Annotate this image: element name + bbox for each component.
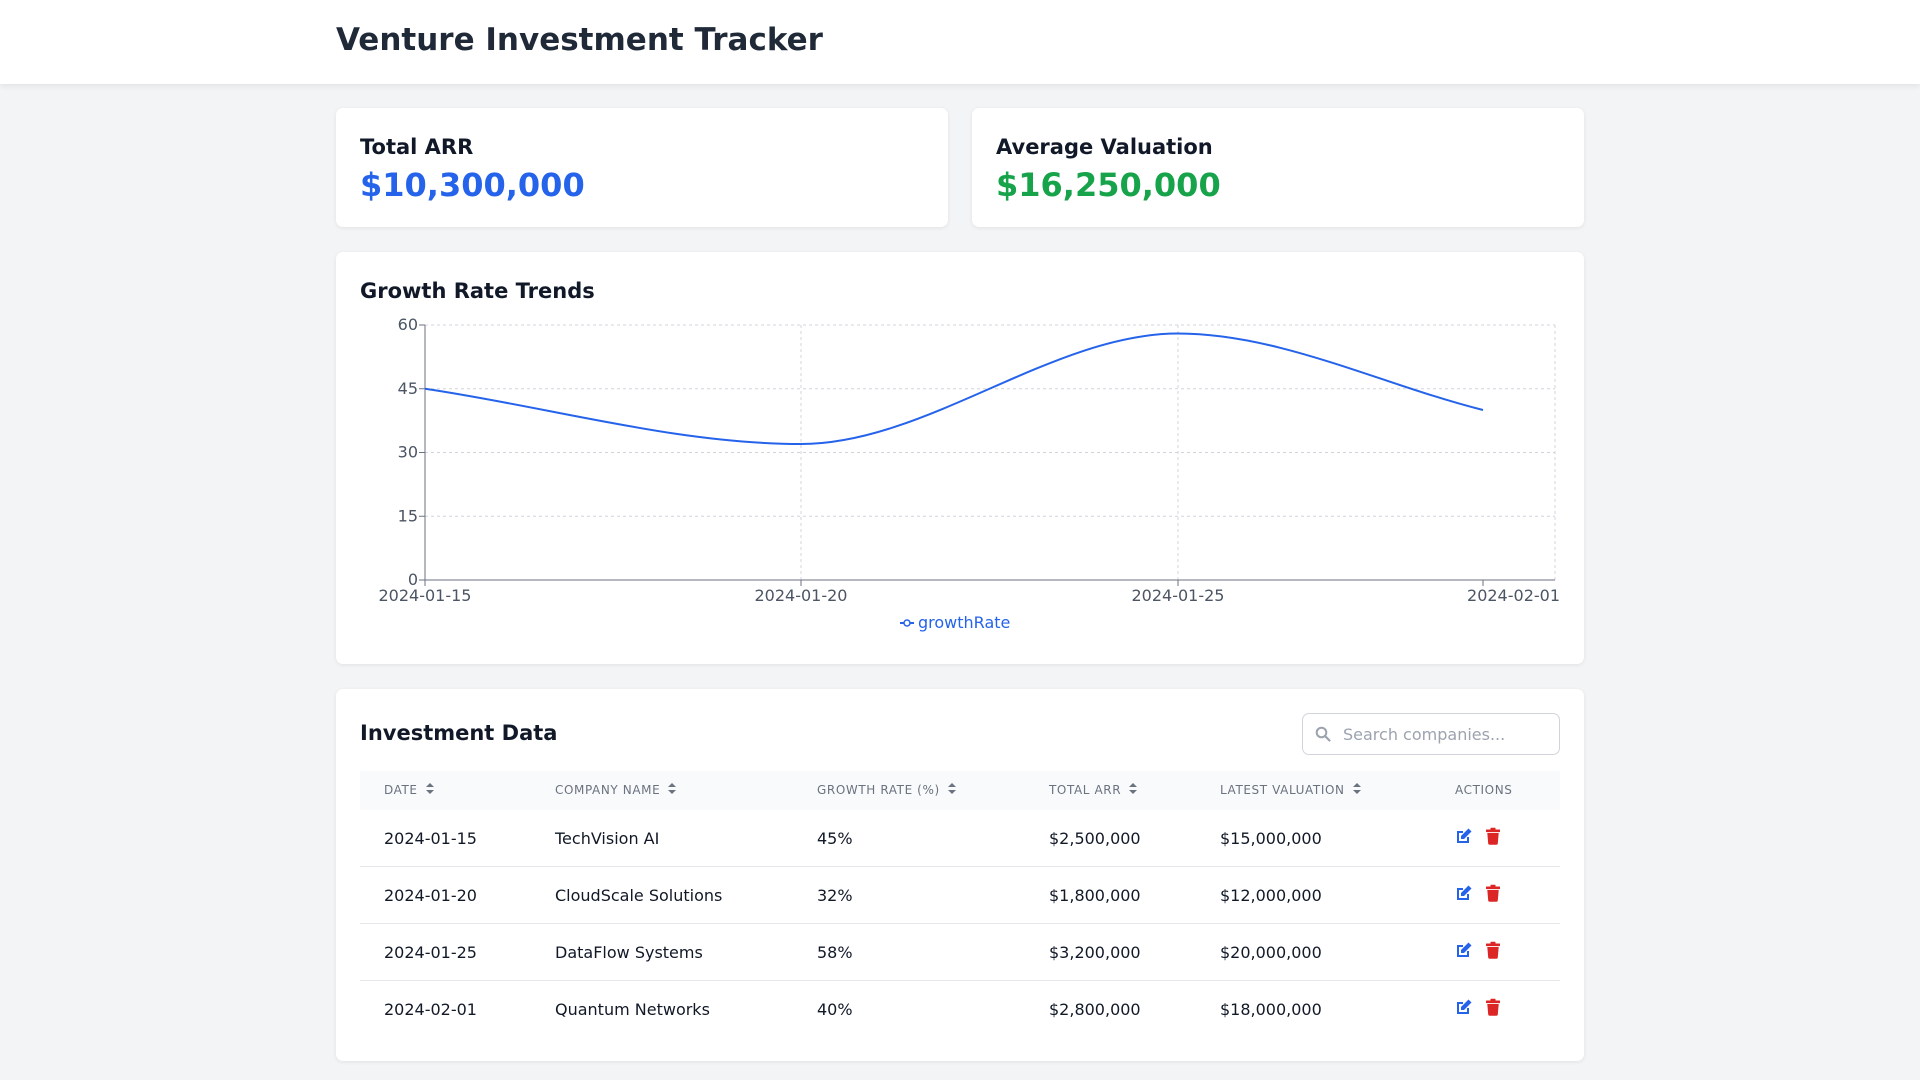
sort-icon	[1352, 783, 1361, 794]
app-header: Venture Investment Tracker	[0, 0, 1920, 84]
table-title: Investment Data	[360, 721, 558, 745]
column-header-date[interactable]: DATE	[384, 783, 434, 797]
x-tick-label: 2024-01-25	[1132, 586, 1225, 605]
sort-icon	[668, 783, 677, 794]
company-name-cell: DataFlow Systems	[555, 943, 703, 962]
table-row: 2024-02-01 Quantum Networks 40% $2,800,000 $…	[360, 981, 1560, 1038]
edit-icon[interactable]	[1455, 884, 1473, 902]
company-name-cell: CloudScale Solutions	[555, 886, 723, 905]
data-point	[1176, 332, 1180, 336]
data-point	[799, 442, 803, 446]
table-row: 2024-01-25 DataFlow Systems 58% $3,200,000 $…	[360, 924, 1560, 981]
trash-icon[interactable]	[1484, 827, 1502, 845]
column-header-label: GROWTH RATE (%)	[817, 783, 940, 797]
x-tick-label: 2024-01-20	[755, 586, 848, 605]
column-header-actions: ACTIONS	[1455, 783, 1513, 797]
date-cell: 2024-01-15	[384, 829, 477, 848]
growth-rate-cell: 40%	[817, 1000, 853, 1019]
growth-rate-cell: 32%	[817, 886, 853, 905]
average-valuation-card: Average Valuation $16,250,000	[972, 108, 1584, 227]
column-header-label: LATEST VALUATION	[1220, 783, 1345, 797]
chart-title: Growth Rate Trends	[360, 279, 595, 303]
column-header-total-arr[interactable]: TOTAL ARR	[1049, 783, 1138, 797]
average-valuation-label: Average Valuation	[996, 135, 1213, 159]
x-tick-label: 2024-02-01	[1467, 586, 1560, 605]
column-header-label: COMPANY NAME	[555, 783, 661, 797]
edit-icon[interactable]	[1455, 827, 1473, 845]
average-valuation-value: $16,250,000	[996, 166, 1221, 204]
growth-rate-cell: 58%	[817, 943, 853, 962]
table-row: 2024-01-20 CloudScale Solutions 32% $1,800,…	[360, 867, 1560, 924]
sort-icon	[425, 783, 434, 794]
total-arr-cell: $1,800,000	[1049, 886, 1141, 905]
column-header-label: DATE	[384, 783, 418, 797]
series-line-growth-rate	[424, 332, 1484, 446]
search-icon	[1315, 726, 1331, 742]
latest-valuation-cell: $12,000,000	[1220, 886, 1322, 905]
trash-icon[interactable]	[1484, 998, 1502, 1016]
total-arr-cell: $2,800,000	[1049, 1000, 1141, 1019]
trash-icon[interactable]	[1484, 941, 1502, 959]
column-header-label: TOTAL ARR	[1049, 783, 1122, 797]
legend-marker-icon	[903, 619, 911, 627]
total-arr-cell: $2,500,000	[1049, 829, 1141, 848]
growth-rate-cell: 45%	[817, 829, 853, 848]
growth-rate-chart: 0 15 30 45 60 2024-01-15 2024-01-20 2024-01-25 2…	[379, 315, 1560, 632]
latest-valuation-cell: $20,000,000	[1220, 943, 1322, 962]
investment-table-card: Investment Data DATE COMPANY NAME GROWTH R…	[336, 689, 1584, 1061]
latest-valuation-cell: $15,000,000	[1220, 829, 1322, 848]
date-cell: 2024-01-20	[384, 886, 477, 905]
x-tick-label: 2024-01-15	[379, 586, 472, 605]
company-name-cell: TechVision AI	[555, 829, 660, 848]
growth-chart-card: Growth Rate Trends 0 15 30 45 60 2024-01-15 20…	[336, 252, 1584, 664]
total-arr-cell: $3,200,000	[1049, 943, 1141, 962]
table-row: 2024-01-15 TechVision AI 45% $2,500,000 $15,…	[360, 810, 1560, 867]
edit-icon[interactable]	[1455, 941, 1473, 959]
total-arr-value: $10,300,000	[360, 166, 585, 204]
column-header-growth-rate[interactable]: GROWTH RATE (%)	[817, 783, 956, 797]
column-header-company-name[interactable]: COMPANY NAME	[555, 783, 677, 797]
latest-valuation-cell: $18,000,000	[1220, 1000, 1322, 1019]
y-tick-label: 45	[398, 379, 418, 398]
data-point	[423, 387, 427, 391]
legend-label: growthRate	[918, 613, 1010, 632]
y-tick-label: 60	[398, 315, 418, 334]
table-header: DATE COMPANY NAME GROWTH RATE (%) TOTAL ARR…	[360, 771, 1560, 810]
search-box[interactable]	[1302, 713, 1560, 755]
trash-icon[interactable]	[1484, 884, 1502, 902]
edit-icon[interactable]	[1455, 998, 1473, 1016]
search-input[interactable]	[1343, 720, 1549, 748]
y-tick-label: 30	[398, 443, 418, 462]
page-title: Venture Investment Tracker	[336, 22, 823, 58]
data-point	[1481, 408, 1485, 412]
total-arr-label: Total ARR	[360, 135, 474, 159]
column-header-label: ACTIONS	[1455, 783, 1513, 797]
sort-icon	[947, 783, 956, 794]
date-cell: 2024-01-25	[384, 943, 477, 962]
y-tick-label: 0	[408, 570, 418, 589]
column-header-latest-valuation[interactable]: LATEST VALUATION	[1220, 783, 1361, 797]
sort-icon	[1129, 783, 1138, 794]
y-tick-label: 15	[398, 506, 418, 525]
total-arr-card: Total ARR $10,300,000	[336, 108, 948, 227]
date-cell: 2024-02-01	[384, 1000, 477, 1019]
company-name-cell: Quantum Networks	[555, 1000, 710, 1019]
